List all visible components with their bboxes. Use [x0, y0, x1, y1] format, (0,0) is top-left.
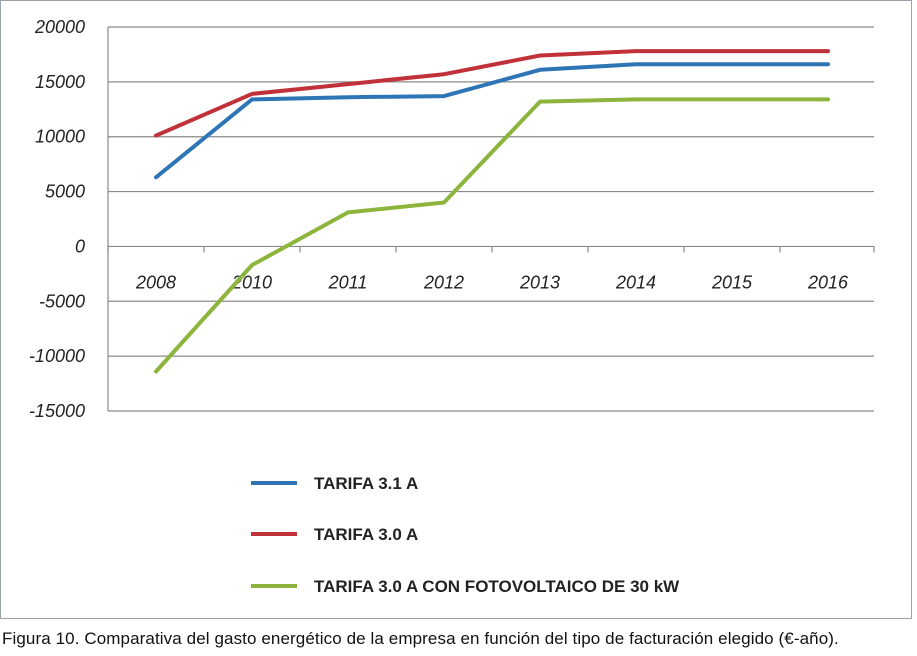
y-axis-ticks: 20000 15000 10000 5000 0 -5000 -10000 -15000 — [29, 17, 85, 421]
y-tick-label: -10000 — [29, 346, 85, 366]
series-lines — [154, 49, 830, 374]
legend-label-3: TARIFA 3.0 A CON FOTOVOLTAICO DE 30 kW — [314, 577, 680, 596]
x-tick-label: 2008 — [135, 272, 176, 292]
x-tick-label: 2011 — [328, 272, 368, 292]
series-line-1 — [154, 62, 830, 180]
legend-label-1: TARIFA 3.1 A — [314, 474, 418, 493]
series-line-2 — [154, 49, 830, 138]
figure-caption: Figura 10. Comparativa del gasto energét… — [2, 629, 839, 648]
x-tick-label: 2012 — [423, 272, 464, 292]
series-line-3 — [154, 97, 830, 374]
x-tick-label: 2014 — [615, 272, 656, 292]
x-tick-label: 2013 — [519, 272, 560, 292]
y-tick-label: 20000 — [34, 17, 85, 37]
x-tick-label: 2016 — [807, 272, 849, 292]
y-tick-label: 10000 — [35, 127, 85, 147]
x-tick-label: 2015 — [711, 272, 753, 292]
gridlines — [107, 26, 875, 412]
y-tick-label: 0 — [75, 236, 85, 256]
y-tick-label: -5000 — [39, 291, 85, 311]
y-tick-label: 15000 — [35, 72, 85, 92]
legend: TARIFA 3.1 A TARIFA 3.0 A TARIFA 3.0 A CON… — [251, 474, 680, 596]
y-tick-label: -15000 — [29, 401, 85, 421]
line-chart: 20000 15000 10000 5000 0 -5000 -10000 -15000 20… — [29, 17, 875, 596]
chart-frame: 20000 15000 10000 5000 0 -5000 -10000 -15000 20… — [0, 0, 912, 619]
legend-label-2: TARIFA 3.0 A — [314, 525, 418, 544]
y-tick-label: 5000 — [45, 182, 85, 202]
